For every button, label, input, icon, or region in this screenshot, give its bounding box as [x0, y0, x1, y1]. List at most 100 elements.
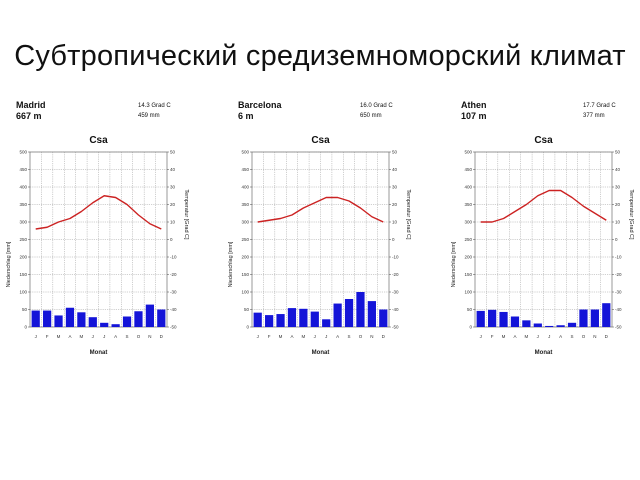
tick-label-right: -40 [615, 307, 622, 312]
precipitation-bar [299, 308, 308, 327]
x-axis-title: Monat [535, 350, 553, 356]
climate-class: Csa [89, 135, 108, 146]
y-axis-title-right: Temperatur [Grad C] [183, 189, 189, 240]
month-label: A [559, 334, 562, 339]
month-label: A [290, 334, 293, 339]
precipitation-bar [476, 310, 485, 327]
precipitation-bar [333, 303, 342, 327]
precipitation-bar [356, 292, 365, 327]
month-label: J [325, 334, 327, 339]
station-annual-precip: 650 mm [360, 113, 382, 119]
x-axis-title: Monat [312, 350, 330, 356]
tick-label-left: 500 [241, 150, 249, 155]
month-label: D [382, 334, 386, 339]
month-label: A [513, 334, 516, 339]
month-label: A [336, 334, 339, 339]
tick-label-right: 40 [615, 167, 621, 172]
tick-label-right: 40 [170, 167, 176, 172]
precipitation-bar [567, 322, 577, 327]
tick-label-left: 350 [241, 202, 249, 207]
tick-label-left: 0 [469, 325, 472, 330]
tick-label-left: 100 [19, 290, 27, 295]
precipitation-bar [499, 311, 508, 327]
precipitation-bar [379, 309, 388, 327]
tick-label-left: 250 [19, 237, 27, 242]
tick-label-right: 50 [615, 150, 621, 155]
month-label: J [92, 334, 94, 339]
station-mean-temp: 17.7 Grad C [583, 103, 616, 109]
tick-label-left: 100 [464, 290, 472, 295]
month-label: F [268, 334, 271, 339]
tick-label-left: 450 [241, 167, 249, 172]
precipitation-bar [545, 325, 554, 327]
month-label: F [46, 334, 49, 339]
y-axis-title-right: Temperatur [Grad C] [628, 189, 634, 240]
month-label: J [257, 334, 259, 339]
precipitation-bar [556, 325, 565, 327]
climate-class: Csa [534, 135, 553, 146]
precipitation-bar [54, 315, 63, 327]
tick-label-left: 500 [19, 150, 27, 155]
tick-label-left: 500 [464, 150, 472, 155]
month-label: J [103, 334, 105, 339]
precipitation-bar [602, 303, 611, 327]
month-label: D [160, 334, 164, 339]
month-label: M [502, 334, 506, 339]
tick-label-right: -50 [392, 325, 399, 330]
precipitation-bar [145, 304, 154, 327]
tick-label-left: 450 [19, 167, 27, 172]
precipitation-bar [122, 316, 132, 327]
precipitation-bar [510, 316, 520, 327]
month-label: M [279, 334, 283, 339]
precipitation-bar [134, 311, 143, 327]
tick-label-left: 450 [464, 167, 472, 172]
tick-label-right: -20 [615, 272, 622, 277]
precipitation-bar [276, 314, 285, 327]
station-annual-precip: 377 mm [583, 113, 605, 119]
tick-label-left: 350 [464, 202, 472, 207]
precipitation-bar [157, 309, 166, 327]
y-axis-title-left: Niederschlag [mm] [451, 241, 457, 287]
station-mean-temp: 14.3 Grad C [138, 103, 171, 109]
precipitation-bar [590, 309, 599, 327]
tick-label-left: 350 [19, 202, 27, 207]
climate-chart-athen: Athen 107 m 17.7 Grad C 377 mm Csa 0 50 10… [451, 96, 640, 366]
tick-label-right: 20 [170, 202, 176, 207]
precipitation-bar [367, 301, 376, 327]
tick-label-right: -40 [392, 307, 399, 312]
tick-label-right: 10 [170, 220, 176, 225]
month-label: S [571, 334, 574, 339]
tick-label-left: 150 [19, 272, 27, 277]
month-label: N [370, 334, 373, 339]
tick-label-right: 30 [170, 185, 176, 190]
tick-label-left: 400 [464, 185, 472, 190]
y-axis-title-right: Temperatur [Grad C] [405, 189, 411, 240]
tick-label-right: 50 [170, 150, 176, 155]
tick-label-left: 150 [241, 272, 249, 277]
precipitation-bar [579, 309, 588, 327]
precipitation-bar [488, 309, 497, 327]
temperature-line [480, 189, 607, 223]
tick-label-right: 20 [615, 202, 621, 207]
tick-label-right: -30 [392, 290, 399, 295]
tick-label-left: 0 [24, 325, 27, 330]
station-altitude: 667 m [16, 111, 42, 121]
climate-class: Csa [311, 135, 330, 146]
month-label: N [148, 334, 151, 339]
tick-label-left: 200 [464, 255, 472, 260]
precipitation-bar [65, 307, 75, 327]
station-annual-precip: 459 mm [138, 113, 160, 119]
precipitation-bar [111, 324, 120, 327]
tick-label-left: 150 [464, 272, 472, 277]
tick-label-right: 30 [392, 185, 398, 190]
temperature-line [35, 195, 162, 230]
precipitation-bar [310, 311, 319, 327]
month-label: M [80, 334, 84, 339]
month-label: J [548, 334, 550, 339]
tick-label-right: 20 [392, 202, 398, 207]
tick-label-left: 50 [22, 307, 28, 312]
month-label: J [480, 334, 482, 339]
tick-label-left: 100 [241, 290, 249, 295]
tick-label-right: 0 [170, 237, 173, 242]
month-label: M [57, 334, 61, 339]
